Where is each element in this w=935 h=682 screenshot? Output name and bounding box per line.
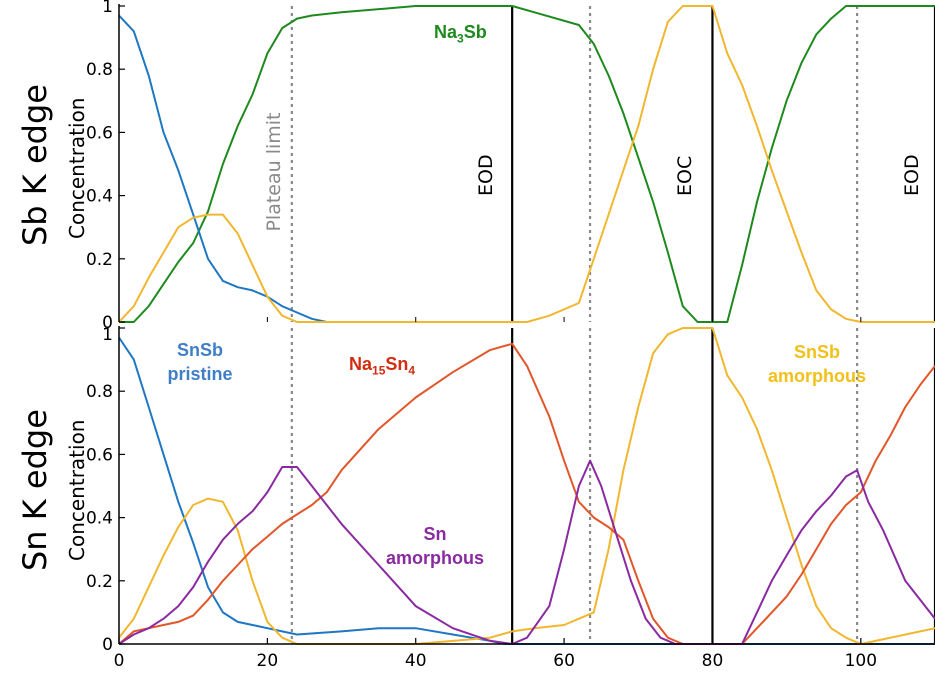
top-panel: 0 0.2 0.4 0.6 0.8 1 bbox=[86, 0, 935, 333]
bottom-y-axis-label: Concentration bbox=[65, 419, 89, 561]
top-y-tick-label-5: 1 bbox=[102, 0, 113, 17]
bottom-x-tick-label-2: 40 bbox=[405, 651, 427, 671]
top-y-tick-label-1: 0.2 bbox=[86, 250, 113, 270]
top-y-tick-label-3: 0.6 bbox=[86, 123, 113, 143]
bottom-y-tick-label-2: 0.4 bbox=[86, 509, 113, 529]
bottom-series-line-2 bbox=[118, 342, 935, 645]
bottom-y-tick-label-3: 0.6 bbox=[86, 445, 113, 465]
bottom-y-tick-label-1: 0.2 bbox=[86, 572, 113, 592]
top-y-tick-label-2: 0.4 bbox=[86, 187, 113, 207]
top-series-line-0 bbox=[119, 5, 935, 323]
na3sb-annotation: Na3Sb bbox=[434, 22, 487, 46]
eod-label-second: EOD bbox=[901, 154, 923, 196]
bottom-x-tick-label-1: 20 bbox=[257, 651, 279, 671]
eod-label-first: EOD bbox=[475, 154, 497, 196]
bottom-panel: 0 0.2 0.4 0.6 0.8 1 0 20 40 60 80 100 bbox=[86, 325, 935, 671]
bottom-x-tick-label-0: 0 bbox=[114, 651, 125, 671]
bottom-x-tick-label-3: 60 bbox=[553, 651, 575, 671]
na15sn4-annotation: Na15Sn4 bbox=[349, 354, 416, 378]
plateau-limit-label: Plateau limit bbox=[263, 112, 285, 232]
bottom-y-tick-label-4: 0.8 bbox=[86, 382, 113, 402]
top-y-axis-label: Concentration bbox=[65, 97, 89, 239]
top-edge-label: Sb K edge bbox=[16, 84, 54, 246]
top-y-tick-label-4: 0.8 bbox=[86, 60, 113, 80]
top-series-line-1 bbox=[118, 14, 342, 323]
bottom-x-tick-label-4: 80 bbox=[702, 651, 724, 671]
eoc-label: EOC bbox=[674, 155, 696, 196]
bottom-edge-label: Sn K edge bbox=[16, 409, 54, 571]
top-y-tick-label-0: 0 bbox=[102, 313, 113, 333]
bottom-x-tick-label-5: 100 bbox=[845, 651, 877, 671]
bottom-series-line-3 bbox=[118, 459, 935, 645]
top-series-line-2 bbox=[118, 5, 935, 323]
bottom-y-tick-label-0: 0 bbox=[102, 635, 113, 655]
snsb-pristine-annotation: SnSb pristine bbox=[167, 340, 233, 384]
sn-amorphous-annotation: Sn amorphous bbox=[385, 524, 484, 568]
bottom-y-tick-label-top: 1 bbox=[102, 325, 113, 345]
snsb-amorphous-annotation: SnSb amorphous bbox=[767, 342, 866, 386]
